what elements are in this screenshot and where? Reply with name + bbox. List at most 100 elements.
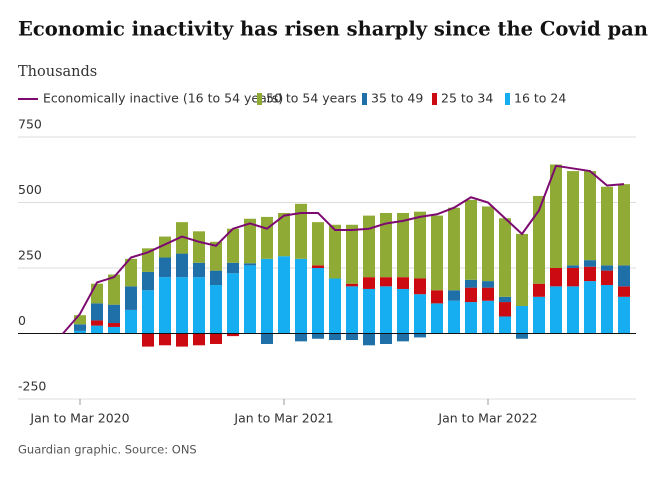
bar [567,268,579,287]
bar [482,206,494,282]
bar [380,333,392,344]
bar [329,278,341,334]
bar [567,171,579,266]
bar [159,333,171,346]
bar [414,294,426,334]
bar [74,330,86,334]
bar [414,211,426,279]
bar [448,290,460,301]
bar [91,303,103,321]
bar [431,303,443,334]
bar [431,290,443,304]
bar [261,258,273,334]
bar [312,265,324,268]
legend-label: 35 to 49 [371,91,423,106]
bar [312,333,324,339]
bar [142,271,154,291]
bar [363,277,375,289]
bar [227,228,239,263]
bar [159,257,171,278]
bar [533,283,545,297]
bar [414,278,426,295]
bar [380,277,392,287]
bar [482,300,494,334]
bar [125,286,137,310]
bar [533,296,545,334]
bar [363,215,375,278]
bar [142,333,154,347]
bar [227,333,239,337]
bar [397,288,409,334]
bar [312,268,324,334]
bar [380,286,392,334]
bar [397,333,409,342]
x-tick-label: Jan to Mar 2021 [233,411,333,426]
bar [550,268,562,287]
bar [210,285,222,334]
bar [346,224,358,284]
bar [431,215,443,291]
bar [516,333,528,339]
bar [278,256,290,334]
legend-swatch [432,93,437,105]
y-tick-label: 250 [18,248,42,263]
source-note: Guardian graphic. Source: ONS [18,443,197,457]
y-tick-label: 0 [18,313,26,328]
bar [363,333,375,346]
bar [74,315,86,325]
bar [176,277,188,334]
bar [193,262,205,278]
bar [516,233,528,306]
bar [159,236,171,258]
bar [346,283,358,287]
bar [91,325,103,334]
y-tick-label: -250 [18,379,46,394]
bar [193,277,205,334]
bar [159,277,171,334]
y-tick-label: 500 [18,182,42,197]
bar [125,309,137,334]
bar [108,304,120,324]
chart-title: Economic inactivity has risen sharply si… [18,18,648,41]
bar [601,265,613,271]
bar [482,287,494,301]
bar [74,324,86,331]
bar [244,263,256,266]
bar [516,305,528,334]
bar [584,260,596,267]
bar [465,199,477,280]
bar [176,222,188,254]
bar [567,286,579,334]
bar [363,288,375,334]
bar [244,265,256,334]
bar [414,333,426,338]
bar [193,333,205,346]
bar [210,333,222,344]
bar [601,285,613,334]
bar [210,270,222,286]
bar [380,212,392,278]
bar [448,207,460,291]
bar [193,231,205,263]
bar [108,274,120,305]
bar [448,300,460,334]
bar [499,302,511,317]
bar [618,265,630,287]
legend-swatch [362,93,367,105]
bar [261,216,273,259]
bar [618,296,630,334]
bar [227,273,239,334]
bar [312,222,324,266]
bar [261,333,273,344]
bar [295,203,307,259]
bar [550,164,562,268]
bar [584,171,596,261]
x-tick-label: Jan to Mar 2022 [437,411,537,426]
bar [125,258,137,287]
bar [329,224,341,279]
legend-label: Economically inactive (16 to 54 years) [43,91,283,106]
bar [567,265,579,268]
bar [618,184,630,266]
bar [142,290,154,334]
legend-label: 16 to 24 [514,91,566,106]
